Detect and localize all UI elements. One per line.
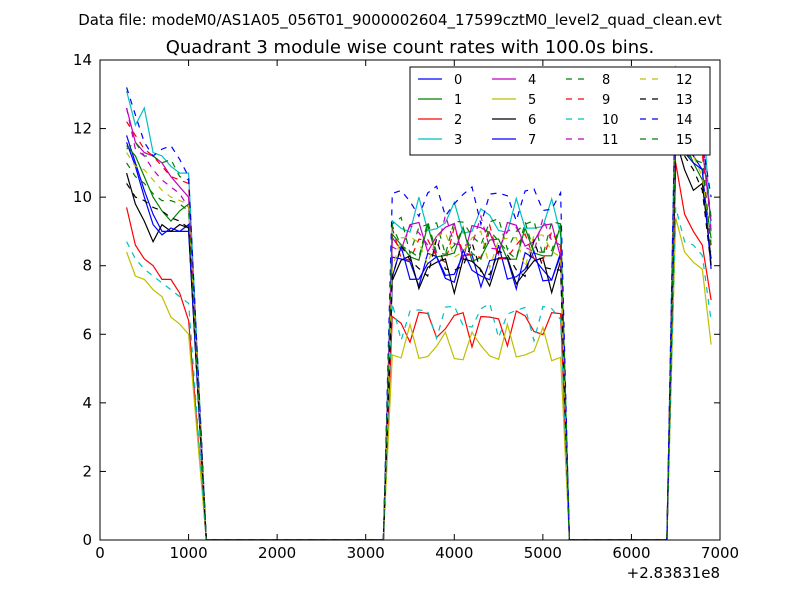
- series-line-5: [126, 217, 712, 540]
- series-line-8: [126, 104, 712, 540]
- y-tick-label: 2: [82, 462, 92, 480]
- x-tick-label: 4000: [435, 544, 473, 562]
- x-tick-label: 3000: [347, 544, 385, 562]
- x-tick-label: 0: [95, 544, 105, 562]
- series-line-12: [126, 100, 712, 540]
- legend-box: [409, 66, 711, 156]
- series-line-0: [126, 111, 712, 540]
- legend-label: 6: [528, 113, 536, 128]
- legend-label: 1: [454, 93, 462, 108]
- series-line-3: [126, 65, 712, 540]
- x-tick-label: 2000: [258, 544, 296, 562]
- chart-suptitle: Data file: modeM0/AS1A05_056T01_90000026…: [78, 11, 722, 30]
- y-tick-label: 10: [73, 188, 92, 206]
- x-tick-label: 5000: [524, 544, 562, 562]
- legend-label: 14: [676, 113, 693, 128]
- legend-label: 13: [676, 93, 693, 108]
- legend-label: 15: [676, 133, 693, 148]
- series-line-9: [126, 97, 712, 540]
- legend-label: 3: [454, 133, 462, 148]
- y-tick-label: 12: [73, 120, 92, 138]
- legend-label: 0: [454, 73, 462, 88]
- legend-label: 11: [602, 133, 619, 148]
- series-line-10: [126, 207, 712, 540]
- legend-label: 10: [602, 113, 619, 128]
- legend-label: 12: [676, 73, 693, 88]
- y-tick-label: 8: [82, 257, 92, 275]
- y-tick-label: 6: [82, 325, 92, 343]
- series-line-15: [126, 124, 712, 540]
- series-line-14: [126, 73, 712, 540]
- series-line-6: [126, 138, 712, 540]
- series-line-11: [126, 92, 712, 540]
- x-tick-label: 1000: [169, 544, 207, 562]
- series-line-2: [126, 162, 712, 540]
- chart-title: Quadrant 3 module wise count rates with …: [166, 37, 655, 58]
- legend-label: 2: [454, 113, 462, 128]
- legend-label: 8: [602, 73, 610, 88]
- legend-label: 9: [602, 93, 610, 108]
- x-tick-label: 6000: [612, 544, 650, 562]
- series-line-4: [126, 97, 712, 540]
- legend-label: 5: [528, 93, 536, 108]
- series-layer: [126, 65, 712, 540]
- series-line-13: [126, 151, 712, 540]
- series-line-7: [126, 121, 712, 540]
- series-line-1: [126, 118, 712, 540]
- x-tick-label: 7000: [701, 544, 739, 562]
- y-tick-label: 4: [82, 394, 92, 412]
- plot-frame: [99, 59, 721, 541]
- legend-label: 4: [528, 73, 536, 88]
- legend-label: 7: [528, 133, 536, 148]
- y-tick-label: 14: [73, 51, 92, 69]
- x-offset-label: +2.83831e8: [627, 564, 720, 582]
- y-tick-label: 0: [82, 531, 92, 549]
